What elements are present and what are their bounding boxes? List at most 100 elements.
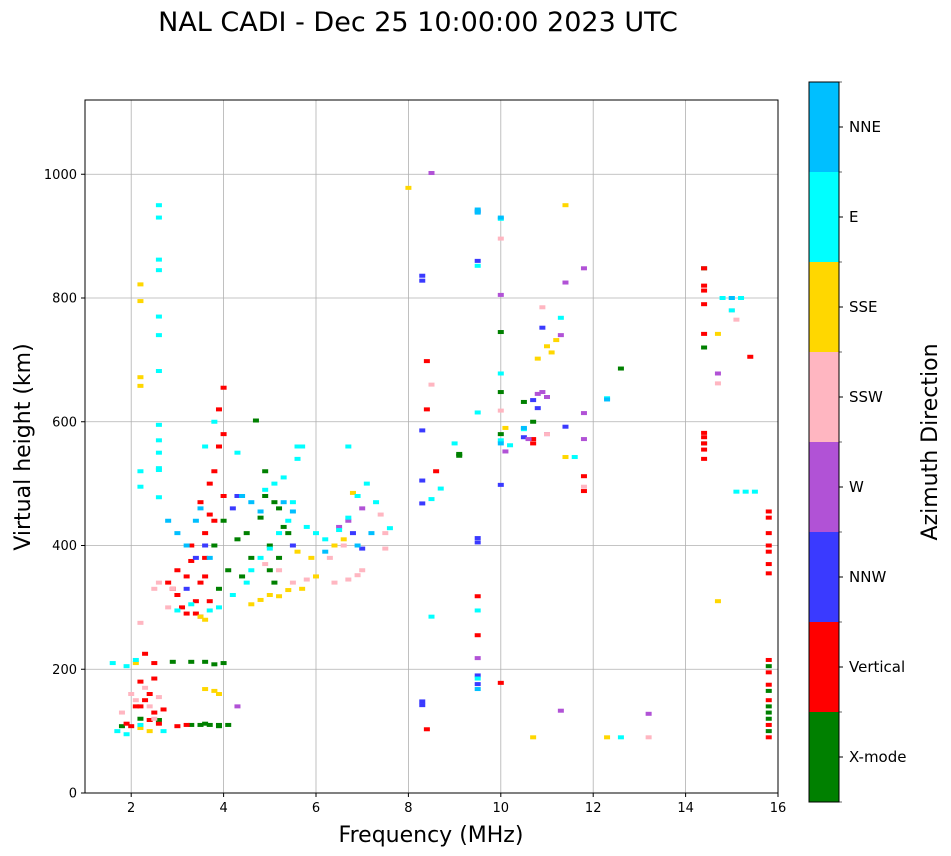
colorbar-label: SSE	[849, 298, 878, 316]
data-point-vertical	[160, 707, 167, 712]
data-point-e	[234, 450, 241, 455]
colorbar-segment	[809, 622, 839, 712]
data-point-e	[738, 296, 745, 300]
data-point-vertical	[701, 266, 708, 271]
data-point-e	[474, 263, 481, 268]
data-point-ssw	[544, 432, 550, 437]
data-point-vertical	[220, 432, 227, 437]
data-point-x-mode	[202, 659, 209, 664]
data-point-nnw	[474, 540, 481, 545]
data-point-x-mode	[765, 664, 772, 669]
data-point-nne	[280, 500, 287, 505]
data-point-ssw	[151, 586, 158, 591]
data-point-ssw	[155, 580, 162, 585]
data-point-sse	[562, 203, 569, 208]
data-point-vertical	[765, 670, 772, 675]
data-point-x-mode	[276, 506, 283, 511]
data-point-vertical	[765, 735, 772, 740]
data-point-sse	[211, 688, 218, 693]
data-point-vertical	[701, 441, 708, 446]
data-point-vertical	[211, 469, 218, 474]
data-point-w	[534, 391, 541, 396]
data-point-nnw	[183, 586, 190, 591]
data-point-nne	[497, 215, 504, 220]
data-point-x-mode	[456, 453, 463, 458]
data-point-w	[645, 711, 652, 716]
data-point-vertical	[197, 500, 204, 505]
data-point-e	[137, 469, 144, 474]
data-point-vertical	[137, 704, 144, 709]
colorbar-frame	[808, 81, 840, 803]
data-point-nne	[289, 509, 296, 514]
data-point-x-mode	[211, 662, 218, 667]
data-point-sse	[202, 617, 209, 622]
colorbar: X-mode Vertical NNW W SSW SSE E NNE	[808, 81, 906, 803]
y-tick-label: 1000	[44, 168, 77, 183]
data-point-vertical	[765, 562, 772, 567]
data-point-vertical	[183, 611, 190, 616]
data-point-e	[155, 438, 162, 443]
colorbar-label: NNW	[849, 568, 886, 586]
colorbar-label: X-mode	[849, 748, 906, 766]
x-tick-label: 6	[312, 801, 320, 816]
data-point-nne	[728, 296, 735, 300]
data-point-nne	[354, 543, 361, 548]
x-tick-label: 12	[585, 801, 602, 816]
data-point-vertical	[765, 549, 772, 554]
data-point-nnw	[530, 398, 537, 403]
data-point-sse	[530, 735, 537, 740]
data-point-vertical	[183, 722, 190, 727]
data-point-e	[155, 268, 162, 273]
data-point-e	[728, 308, 735, 313]
data-point-vertical	[202, 574, 209, 579]
data-point-vertical	[174, 593, 181, 597]
data-point-ssw	[733, 317, 740, 322]
data-point-w	[562, 280, 569, 285]
data-point-vertical	[123, 721, 130, 726]
data-point-w	[580, 266, 587, 271]
data-point-ssw	[165, 605, 172, 610]
data-point-ssw	[132, 698, 139, 703]
data-point-sse	[294, 549, 301, 554]
data-point-sse	[137, 383, 144, 388]
data-point-e	[557, 315, 564, 320]
data-point-nne	[197, 506, 204, 511]
data-point-e	[155, 495, 162, 500]
data-point-ssw	[428, 382, 435, 387]
data-point-vertical	[155, 721, 162, 726]
y-axis-label: Virtual height (km)	[11, 343, 36, 550]
data-point-vertical	[423, 359, 430, 364]
data-point-sse	[405, 185, 412, 190]
data-point-x-mode	[188, 659, 195, 664]
data-point-w	[345, 518, 352, 523]
data-point-x-mode	[765, 729, 772, 734]
data-point-sse	[502, 425, 509, 430]
data-point-sse	[340, 537, 347, 542]
data-point-nne	[474, 207, 481, 212]
data-point-w	[580, 411, 587, 416]
data-point-vertical	[206, 512, 213, 517]
data-point-x-mode	[765, 716, 772, 721]
data-point-e	[271, 481, 278, 486]
data-point-e	[160, 729, 167, 734]
data-point-vertical	[206, 481, 213, 486]
data-point-e	[571, 455, 578, 460]
data-point-x-mode	[497, 432, 504, 437]
data-point-x-mode	[225, 568, 232, 573]
x-tick-label: 16	[770, 801, 787, 816]
y-tick-label: 200	[52, 663, 77, 678]
data-point-ssw	[169, 586, 176, 591]
data-point-vertical	[530, 441, 537, 446]
data-point-nnw	[419, 699, 426, 704]
data-point-nnw	[234, 494, 241, 498]
data-point-ssw	[580, 484, 587, 489]
data-point-nnw	[359, 546, 366, 551]
data-point-vertical	[165, 580, 172, 585]
data-point-nnw	[192, 555, 199, 560]
data-point-x-mode	[497, 390, 504, 395]
data-point-ssw	[354, 573, 361, 578]
data-point-x-mode	[118, 724, 125, 729]
data-point-ssw	[714, 381, 721, 386]
data-point-e	[303, 524, 310, 529]
data-point-e	[248, 568, 255, 573]
